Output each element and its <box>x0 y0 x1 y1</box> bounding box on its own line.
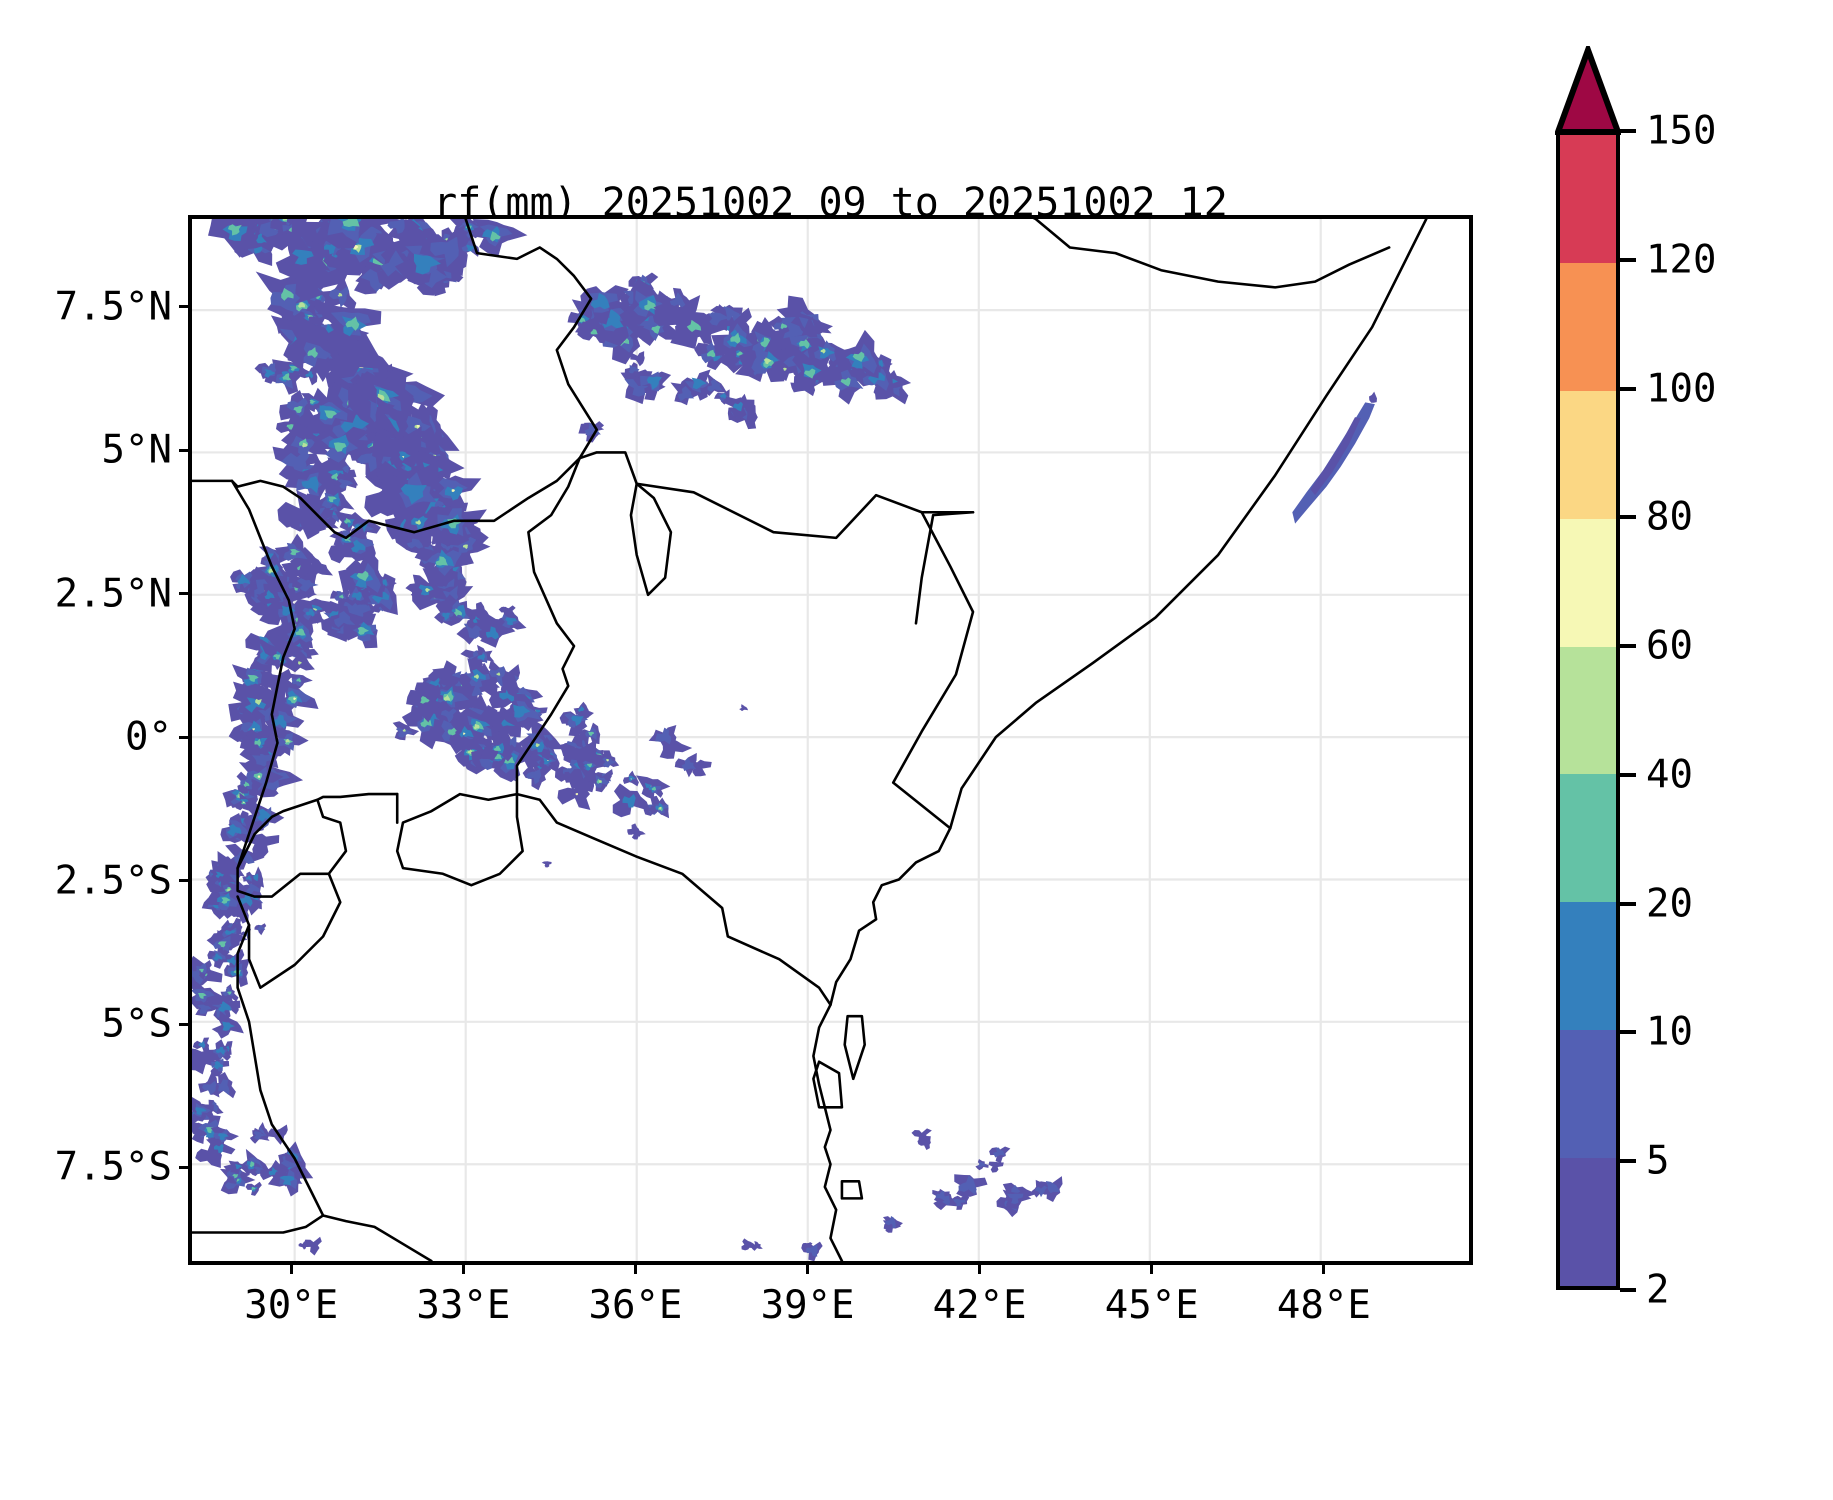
colorbar-tick-mark <box>1620 644 1636 649</box>
colorbar-tick-label: 10 <box>1646 1009 1693 1055</box>
colorbar-tick-label: 60 <box>1646 623 1693 669</box>
colorbar-tick-mark <box>1620 772 1636 777</box>
colorbar-tick-mark <box>1620 386 1636 391</box>
colorbar-over-arrow <box>1555 46 1621 135</box>
colorbar-band <box>1560 1030 1616 1158</box>
colorbar-tick-label: 40 <box>1646 752 1693 798</box>
colorbar-tick-label: 150 <box>1646 108 1717 154</box>
rainfall-contour-layer <box>192 219 1377 1261</box>
colorbar-tick-mark <box>1620 257 1636 262</box>
x-tick-mark <box>1150 1265 1154 1274</box>
x-tick-mark <box>633 1265 637 1274</box>
colorbar-band <box>1560 774 1616 903</box>
x-tick-mark <box>461 1265 465 1274</box>
y-tick-mark <box>179 305 188 309</box>
x-tick-mark <box>1322 1265 1326 1274</box>
y-tick-label: 0° <box>125 714 172 760</box>
colorbar-tick-mark <box>1620 1159 1636 1164</box>
y-tick-mark <box>179 592 188 596</box>
x-tick-label: 30°E <box>244 1283 339 1328</box>
y-tick-label: 2.5°S <box>54 858 172 904</box>
colorbar-band <box>1560 902 1616 1031</box>
map-plot-area <box>192 219 1469 1261</box>
colorbar-tick-label: 2 <box>1646 1267 1670 1313</box>
colorbar-tick-mark <box>1620 901 1636 906</box>
x-tick-label: 33°E <box>416 1283 511 1328</box>
y-tick-mark <box>179 1165 188 1169</box>
colorbar-bands <box>1556 131 1620 1290</box>
y-tick-label: 7.5°S <box>54 1144 172 1190</box>
colorbar[interactable]: 150 120 100 80 60 40 20 10 5 2 <box>1555 46 1716 1313</box>
y-tick-mark <box>179 448 188 452</box>
colorbar-band <box>1560 518 1616 647</box>
colorbar-tick-label: 80 <box>1646 494 1693 540</box>
x-tick-mark <box>289 1265 293 1274</box>
x-tick-label: 36°E <box>588 1283 683 1328</box>
map-axes[interactable] <box>188 215 1473 1265</box>
y-tick-label: 5°S <box>101 1001 172 1047</box>
colorbar-band <box>1560 1158 1616 1286</box>
y-tick-mark <box>179 879 188 883</box>
colorbar-tick-mark <box>1620 129 1636 133</box>
coastline-border-layer <box>192 219 1428 1261</box>
x-tick-label: 42°E <box>932 1283 1027 1328</box>
gridlines <box>192 219 1469 1261</box>
colorbar-tick-label: 5 <box>1646 1138 1670 1184</box>
colorbar-tick-label: 20 <box>1646 881 1693 927</box>
y-tick-label: 2.5°N <box>54 571 172 617</box>
y-tick-label: 5°N <box>101 427 172 473</box>
x-tick-label: 48°E <box>1276 1283 1371 1328</box>
colorbar-tick-mark <box>1620 1030 1636 1035</box>
y-tick-mark <box>179 1022 188 1026</box>
x-tick-label: 45°E <box>1104 1283 1199 1328</box>
colorbar-tick-label: 100 <box>1646 366 1717 412</box>
colorbar-tick-label: 120 <box>1646 237 1717 283</box>
y-tick-label: 7.5°N <box>54 284 172 330</box>
colorbar-band <box>1560 135 1616 263</box>
colorbar-band <box>1560 646 1616 775</box>
colorbar-band <box>1560 262 1616 391</box>
colorbar-band <box>1560 390 1616 519</box>
y-tick-mark <box>179 735 188 739</box>
x-tick-mark <box>806 1265 810 1274</box>
x-tick-label: 39°E <box>760 1283 855 1328</box>
colorbar-tick-mark <box>1620 515 1636 520</box>
x-tick-mark <box>978 1265 982 1274</box>
colorbar-tick-mark <box>1620 1288 1636 1292</box>
